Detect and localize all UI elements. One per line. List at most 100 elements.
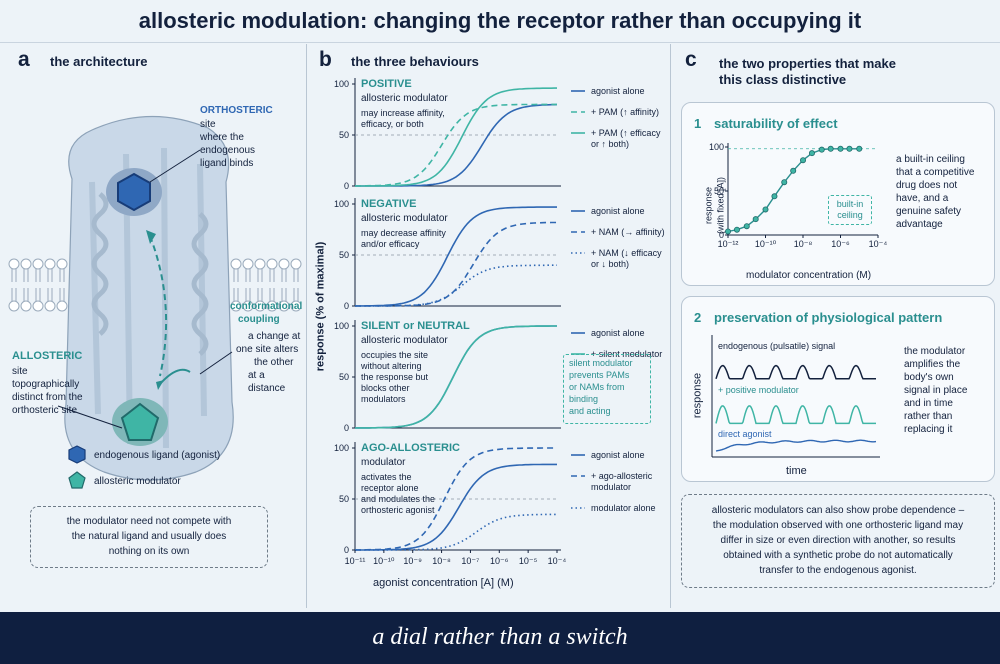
lipid-head [242, 300, 254, 312]
series-curve [354, 325, 557, 429]
series-curve [355, 87, 557, 187]
subpanel-desc: the response but [361, 372, 429, 382]
saturability-chart [725, 143, 879, 238]
series-curve [355, 206, 557, 307]
subpanel-subheading: modulator [361, 457, 406, 468]
lipid-tail [269, 269, 275, 282]
saturation-point [808, 150, 815, 157]
lipid-head [254, 258, 266, 270]
series-curve [355, 513, 557, 551]
lipid-head [278, 300, 290, 312]
card2-desc-line: amplifies the [904, 359, 961, 370]
lipid-head [44, 258, 56, 270]
subpanel-desc: efficacy, or both [361, 119, 424, 129]
subpanel-subheading: allosteric modulator [361, 213, 448, 224]
b-xtick-label: 10⁻⁸ [432, 556, 451, 566]
legend-modulator-icon [68, 471, 86, 489]
lipid-head [56, 300, 68, 312]
silent-note-line: or NAMs from [569, 382, 625, 392]
lipid-tail [59, 288, 65, 301]
lipid-head [278, 258, 290, 270]
lipid-tail [35, 269, 41, 282]
lipid-tail [233, 288, 239, 301]
series-curve [355, 447, 557, 551]
lipid-head [32, 258, 44, 270]
lipid-tail [293, 269, 299, 282]
direct-agonist-trace [715, 439, 877, 452]
footer-text: a dial rather than a switch [372, 624, 628, 650]
lipid-head [8, 300, 20, 312]
subpanel-desc: orthosteric agonist [361, 505, 435, 515]
b-ytick-label: 50 [338, 372, 349, 382]
note-line-2: the natural ligand and usually does [71, 531, 227, 542]
card2-desc-line: body's own [904, 372, 954, 383]
footer-banner: a dial rather than a switch [0, 612, 1000, 664]
lipid-tail [281, 269, 287, 282]
legend-agonist-label: endogenous ligand (agonist) [94, 450, 221, 461]
silent-note-line: silent modulator [569, 358, 633, 368]
orthosteric-desc-2: where the [200, 132, 244, 143]
coupling-desc-2: one site alters [236, 344, 299, 355]
sat-xtick-label: 10⁻⁸ [793, 239, 813, 249]
legend-icons [68, 445, 86, 489]
lipid-tail [281, 288, 287, 301]
saturation-point [818, 146, 825, 153]
lipid-tail [257, 288, 263, 301]
b-ytick-label: 100 [333, 443, 349, 453]
allosteric-desc-3: distinct from the [12, 392, 83, 403]
behaviour-charts [352, 78, 585, 553]
b-xtick-label: 10⁻⁴ [547, 556, 567, 566]
receptor-illustration [8, 115, 302, 481]
sat-xtick-label: 10⁻¹⁰ [754, 239, 777, 249]
silent-note-line: binding [569, 394, 599, 404]
lipid-head [44, 300, 56, 312]
ceiling-box: built-in ceiling [828, 195, 872, 225]
title-divider [0, 42, 1000, 43]
lipid-tail [257, 269, 263, 282]
coupling-desc-3: the other [254, 357, 294, 368]
card1-xlabel: modulator concentration (M) [746, 270, 872, 281]
lipid-head [266, 258, 278, 270]
b-ytick-label: 100 [333, 79, 349, 89]
note-line-1: the modulator need not compete with [66, 516, 232, 527]
coupling-arrow [149, 235, 168, 377]
allosteric-desc-4: orthosteric site [12, 405, 78, 416]
legend-label: or ↑ both) [591, 139, 630, 149]
subpanel-heading: POSITIVE [361, 78, 412, 90]
card1-desc-line: drug does not [896, 180, 958, 191]
legend-label: or ↓ both) [591, 259, 630, 269]
saturation-point [827, 145, 834, 152]
saturation-point [856, 145, 863, 152]
lipid-tail [35, 288, 41, 301]
saturation-point [771, 193, 778, 200]
panel-a-title: the architecture [50, 54, 148, 69]
endogenous-trace [715, 364, 876, 380]
probe-note-line: transfer to the endogenous agonist. [759, 565, 917, 576]
saturation-point [837, 145, 844, 152]
panel-a-note: the modulator need not compete with the … [30, 506, 268, 568]
sat-xtick-label: 10⁻¹² [717, 239, 739, 249]
card2-number: 2 [694, 310, 702, 325]
lipid-tail [59, 269, 65, 282]
lipid-tail [269, 288, 275, 301]
saturation-point [790, 167, 797, 174]
trace-label-modulator: + positive modulator [718, 385, 799, 395]
sat-ytick-label: 100 [708, 142, 724, 152]
subpanel-desc: occupies the site [361, 350, 429, 360]
allosteric-desc-2: topographically [12, 379, 80, 390]
panel-letter-a: a [18, 48, 30, 71]
silent-note-line: prevents PAMs [569, 370, 630, 380]
lipid-head [242, 258, 254, 270]
card2-desc-line: and in time [904, 398, 953, 409]
saturation-point [733, 226, 740, 233]
coupling-desc-4: at a distance [248, 370, 286, 394]
allosteric-desc-1: site [12, 366, 28, 377]
subpanel-desc: may decrease affinity [361, 228, 446, 238]
lipid-tail [11, 269, 17, 282]
lipid-head [230, 300, 242, 312]
saturation-point [781, 179, 788, 186]
subpanel-desc: and/or efficacy [361, 239, 420, 249]
card2-desc-line: signal in place [904, 385, 968, 396]
b-ytick-label: 50 [338, 130, 349, 140]
series-curve [355, 463, 557, 551]
